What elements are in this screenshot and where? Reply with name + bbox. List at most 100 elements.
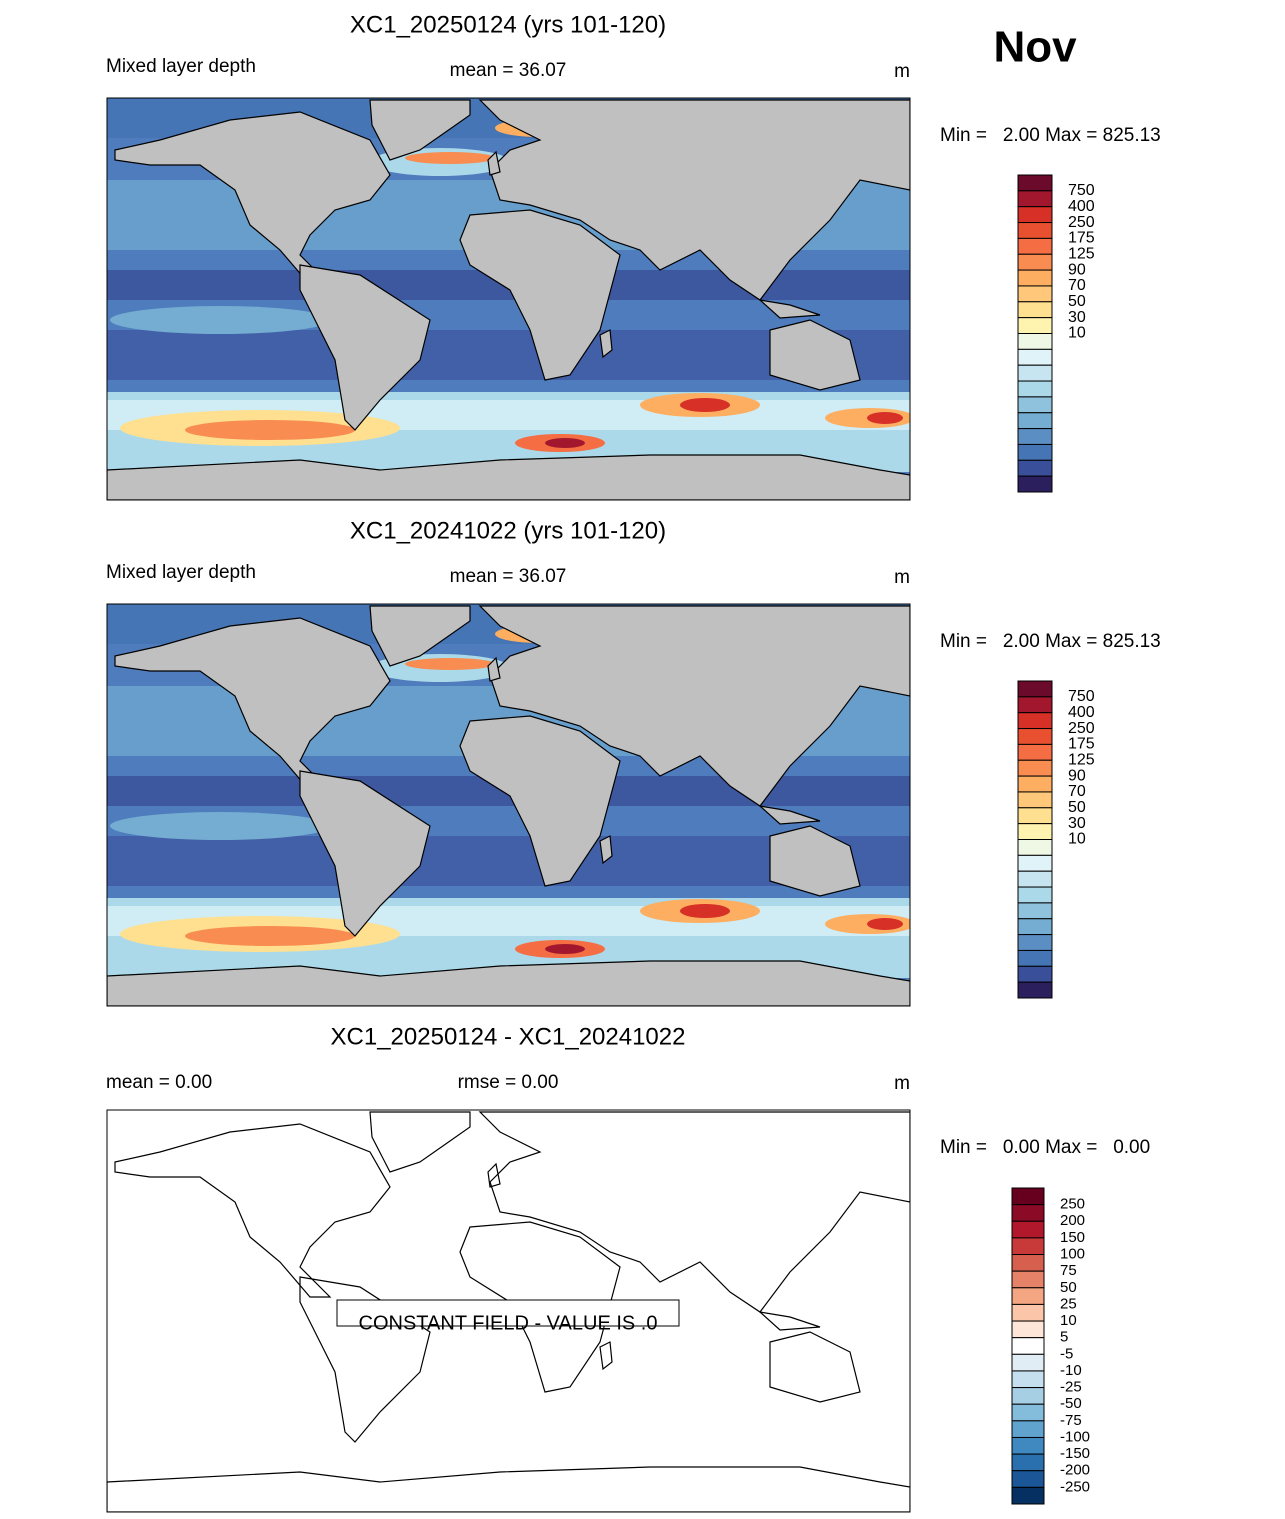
colorbar-box <box>1017 791 1053 809</box>
panel-center-label: rmse = 0.00 <box>458 1072 559 1093</box>
colorbar-label: -25 <box>1060 1379 1082 1396</box>
colorbar-box <box>1011 1420 1045 1438</box>
panel-center-label: mean = 36.07 <box>450 60 567 81</box>
colorbar-box <box>1017 269 1053 287</box>
colorbar-box <box>1017 934 1053 951</box>
colorbar-box <box>1017 743 1053 761</box>
colorbar-box <box>1017 902 1053 920</box>
map-field <box>107 604 910 1006</box>
colorbar-label: 50 <box>1068 293 1086 310</box>
colorbar-label: -250 <box>1060 1478 1090 1495</box>
colorbar-box <box>1011 1254 1045 1272</box>
constant-field-note: CONSTANT FIELD - VALUE IS .0 <box>359 1312 658 1334</box>
colorbar-box <box>1011 1353 1045 1372</box>
colorbar-box <box>1011 1237 1045 1256</box>
colorbar-label: 10 <box>1060 1312 1077 1329</box>
colorbar-box <box>1017 428 1053 445</box>
panel-left-label: Mixed layer depth <box>106 562 256 583</box>
colorbar-label: 750 <box>1068 182 1095 199</box>
colorbar-box <box>1011 1387 1045 1405</box>
colorbar-box <box>1011 1403 1045 1422</box>
colorbar-label: 150 <box>1060 1229 1085 1246</box>
panel-title: XC1_20250124 - XC1_20241022 <box>331 1023 686 1050</box>
colorbar-label: 400 <box>1068 198 1095 215</box>
colorbar-box <box>1017 696 1053 714</box>
panel-left-label: Mixed layer depth <box>106 56 256 77</box>
colorbar-box <box>1017 190 1053 208</box>
colorbar-label: 50 <box>1060 1279 1077 1296</box>
colorbar-label: 50 <box>1068 799 1086 816</box>
colorbar-box <box>1017 807 1053 825</box>
colorbar-label: 5 <box>1060 1329 1068 1346</box>
colorbar-box <box>1017 981 1053 999</box>
colorbar-box <box>1011 1303 1045 1322</box>
colorbar-label: 250 <box>1068 720 1095 737</box>
colorbar-box <box>1011 1470 1045 1488</box>
colorbar-label: 125 <box>1068 751 1095 768</box>
panel-units: m <box>894 61 910 82</box>
colorbar-label: 70 <box>1068 277 1086 294</box>
colorbar-box <box>1017 870 1053 888</box>
colorbar-box <box>1017 918 1053 936</box>
colorbar-box <box>1017 206 1053 224</box>
panel-title: XC1_20250124 (yrs 101-120) <box>350 11 666 38</box>
colorbar-label: 250 <box>1060 1196 1085 1213</box>
colorbar-box <box>1017 253 1053 271</box>
panel-units: m <box>894 1073 910 1094</box>
map-panel-1 <box>106 97 911 501</box>
panel-units: m <box>894 567 910 588</box>
month-label: Nov <box>993 23 1077 72</box>
colorbar-box <box>1011 1320 1045 1339</box>
colorbar-box <box>1017 759 1053 777</box>
colorbar-label: -100 <box>1060 1428 1090 1445</box>
colorbar-box <box>1017 965 1053 983</box>
colorbar-box <box>1017 380 1053 398</box>
colorbar-box <box>1017 475 1053 493</box>
colorbar-box <box>1017 222 1053 239</box>
colorbar-box <box>1011 1287 1045 1305</box>
colorbar-box <box>1011 1204 1045 1222</box>
colorbar-box <box>1017 459 1053 477</box>
panel-title: XC1_20241022 (yrs 101-120) <box>350 517 666 544</box>
colorbar-label: 75 <box>1060 1262 1077 1279</box>
colorbar-label: 250 <box>1068 214 1095 231</box>
colorbar-box <box>1011 1486 1045 1505</box>
min-max-label: Min = 2.00 Max = 825.13 <box>940 125 1161 146</box>
min-max-label: Min = 2.00 Max = 825.13 <box>940 631 1161 652</box>
colorbar-box <box>1011 1220 1045 1239</box>
colorbar-label: 10 <box>1068 325 1086 342</box>
colorbar-box <box>1011 1270 1045 1289</box>
colorbar-box <box>1017 886 1053 904</box>
colorbar-box <box>1011 1370 1045 1389</box>
colorbar-label: -75 <box>1060 1412 1082 1429</box>
colorbar-box <box>1011 1337 1045 1355</box>
min-max-label: Min = 0.00 Max = 0.00 <box>940 1137 1150 1158</box>
colorbar-box <box>1017 348 1053 366</box>
colorbar-label: 175 <box>1068 230 1095 247</box>
colorbar-label: 125 <box>1068 245 1095 262</box>
colorbar-box <box>1017 854 1053 872</box>
map-field <box>107 98 910 500</box>
colorbar-box <box>1017 333 1053 350</box>
colorbar-box <box>1017 775 1053 793</box>
map-panel-3 <box>106 1109 911 1513</box>
colorbar-label: 750 <box>1068 688 1095 705</box>
colorbar-box <box>1017 396 1053 414</box>
colorbar-box <box>1017 174 1053 192</box>
colorbar-box <box>1017 364 1053 382</box>
colorbar-label: -10 <box>1060 1362 1082 1379</box>
colorbar-label: -200 <box>1060 1462 1090 1479</box>
colorbar-box <box>1017 301 1053 319</box>
colorbar-label: 30 <box>1068 815 1086 832</box>
colorbar-box <box>1017 237 1053 255</box>
colorbar-box <box>1017 839 1053 856</box>
colorbar-box <box>1017 412 1053 430</box>
panel-left-label: mean = 0.00 <box>106 1072 212 1093</box>
colorbar-label: 100 <box>1060 1245 1085 1262</box>
colorbar-box <box>1017 680 1053 698</box>
colorbar-label: 70 <box>1068 783 1086 800</box>
panel-center-label: mean = 36.07 <box>450 566 567 587</box>
map-panel-2 <box>106 603 911 1007</box>
colorbar-box <box>1011 1453 1045 1472</box>
